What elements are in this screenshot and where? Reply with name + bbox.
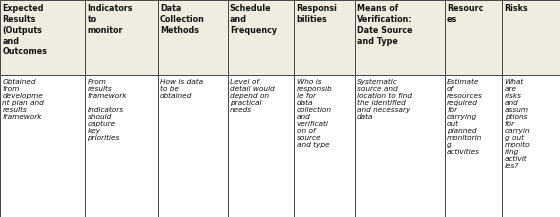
Bar bbox=[227, 75, 295, 217]
Bar bbox=[85, 0, 158, 75]
Text: Expected
Results
(Outputs
and
Outcomes: Expected Results (Outputs and Outcomes bbox=[2, 4, 47, 56]
Bar bbox=[85, 75, 158, 217]
Text: Risks: Risks bbox=[505, 4, 529, 13]
Text: Obtained
from
developme
nt plan and
results
framework: Obtained from developme nt plan and resu… bbox=[2, 79, 44, 120]
Bar bbox=[0, 75, 85, 217]
Text: What
are
risks
and
assum
ptions
for
carryin
g out
monito
ring
activit
les?: What are risks and assum ptions for carr… bbox=[505, 79, 530, 169]
Bar bbox=[85, 75, 158, 217]
Text: Estimate
of
resources
required
for
carrying
out
planned
monitorin
g
activities: Estimate of resources required for carry… bbox=[447, 79, 483, 155]
Bar bbox=[158, 75, 227, 217]
Bar bbox=[295, 75, 355, 217]
Bar bbox=[158, 0, 227, 75]
Bar bbox=[502, 75, 560, 217]
Bar bbox=[502, 0, 560, 75]
Bar bbox=[0, 75, 85, 217]
Bar bbox=[445, 75, 502, 217]
Text: Means of
Verification:
Date Source
and Type: Means of Verification: Date Source and T… bbox=[357, 4, 413, 46]
Text: Indicators
to
monitor: Indicators to monitor bbox=[87, 4, 133, 35]
Bar bbox=[445, 0, 502, 75]
Bar bbox=[502, 75, 560, 217]
Bar bbox=[0, 0, 85, 75]
Text: Systematic
source and
location to find
the identified
and necessary
data: Systematic source and location to find t… bbox=[357, 79, 412, 120]
Bar bbox=[355, 75, 445, 217]
Text: How is data
to be
obtained: How is data to be obtained bbox=[160, 79, 203, 99]
Bar bbox=[227, 75, 295, 217]
Bar bbox=[85, 0, 158, 75]
Bar bbox=[158, 75, 227, 217]
Bar bbox=[227, 0, 295, 75]
Bar bbox=[355, 0, 445, 75]
Bar bbox=[502, 0, 560, 75]
Bar bbox=[295, 0, 355, 75]
Text: Level of
detail would
depend on
practical
needs: Level of detail would depend on practica… bbox=[230, 79, 274, 113]
Bar bbox=[445, 75, 502, 217]
Bar bbox=[158, 0, 227, 75]
Text: From
results
framework

Indicators
should
capture
key
priorities: From results framework Indicators should… bbox=[87, 79, 127, 141]
Bar bbox=[355, 75, 445, 217]
Bar bbox=[0, 0, 85, 75]
Text: Who is
responsib
le for
data
collection
and
verificati
on of
source
and type: Who is responsib le for data collection … bbox=[297, 79, 332, 148]
Bar bbox=[355, 0, 445, 75]
Bar bbox=[295, 75, 355, 217]
Text: Data
Collection
Methods: Data Collection Methods bbox=[160, 4, 205, 35]
Text: Responsi
bilities: Responsi bilities bbox=[297, 4, 338, 24]
Text: Schedule
and
Frequency: Schedule and Frequency bbox=[230, 4, 277, 35]
Bar bbox=[445, 0, 502, 75]
Bar bbox=[227, 0, 295, 75]
Text: Resourc
es: Resourc es bbox=[447, 4, 483, 24]
Bar bbox=[295, 0, 355, 75]
